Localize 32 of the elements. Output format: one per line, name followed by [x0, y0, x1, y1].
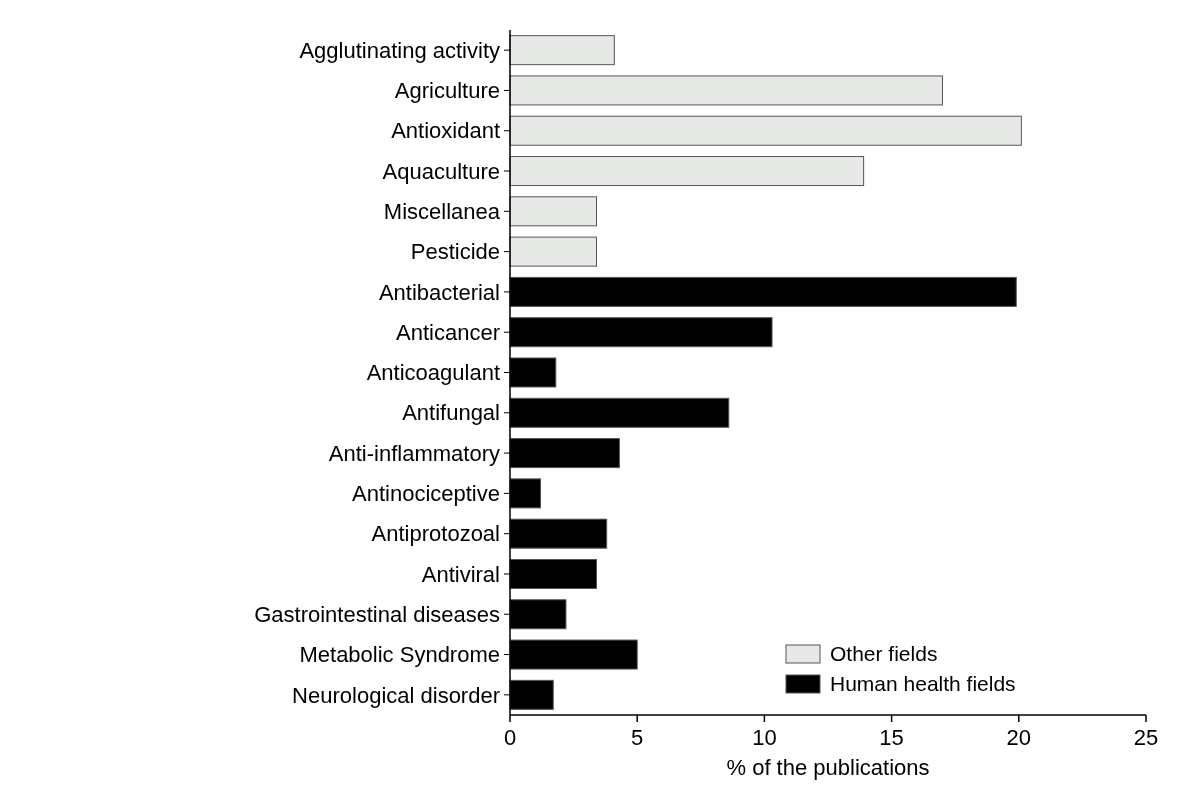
y-tick-label: Antinociceptive	[352, 481, 500, 507]
y-tick-label: Antiviral	[421, 561, 500, 587]
bar	[509, 236, 597, 267]
bar	[509, 75, 943, 106]
x-tick-label: 5	[631, 725, 644, 750]
y-tick-label: Agriculture	[394, 78, 500, 104]
x-axis-title: % of the publications	[726, 755, 930, 780]
y-tick-label: Anticoagulant	[366, 360, 500, 386]
y-tick-label: Miscellanea	[383, 199, 501, 225]
y-tick-label: Antibacterial	[378, 279, 500, 305]
y-tick-label: Agglutinating activity	[299, 37, 500, 63]
y-tick-label: Antifungal	[402, 400, 500, 426]
y-tick-label: Metabolic Syndrome	[299, 642, 500, 668]
bar	[509, 115, 1022, 146]
y-tick-label: Antioxidant	[391, 118, 500, 144]
y-tick-label: Pesticide	[410, 239, 500, 265]
y-tick-label: Neurological disorder	[292, 682, 500, 708]
bar	[509, 35, 615, 66]
x-tick-label: 0	[503, 725, 517, 750]
x-tick-label: 25	[1133, 725, 1159, 750]
y-tick-label: Aquaculture	[382, 158, 500, 184]
y-tick-label: Anti-inflammatory	[328, 440, 500, 466]
y-tick-label: Gastrointestinal diseases	[254, 601, 500, 627]
y-tick-label: Antiprotozoal	[371, 521, 500, 547]
bar	[509, 196, 597, 227]
legend-label: Other fields	[830, 642, 938, 666]
x-tick-label: 10	[752, 725, 777, 750]
x-tick-label: 15	[879, 725, 904, 750]
y-tick-label: Anticancer	[396, 319, 500, 345]
legend-label: Human health fields	[830, 672, 1016, 696]
bar	[509, 156, 865, 187]
x-tick-label: 20	[1006, 725, 1032, 750]
